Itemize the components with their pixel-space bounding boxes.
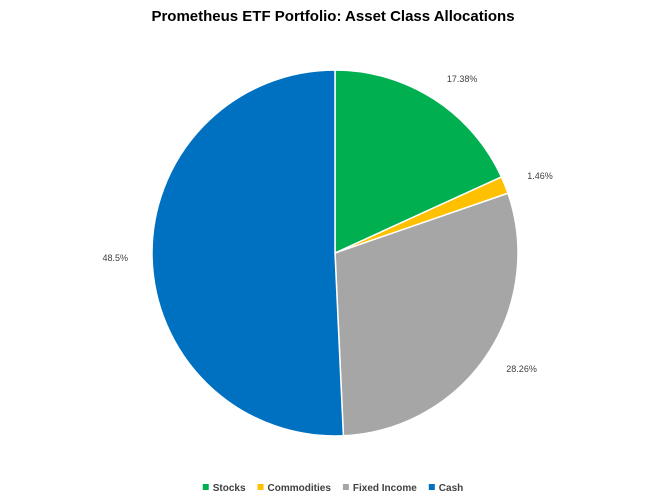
- legend-item-cash: Cash: [428, 483, 463, 494]
- data-label-stocks: 17.38%: [447, 74, 478, 84]
- data-label-fixed-income: 28.26%: [506, 364, 537, 374]
- legend-marker-fixed-income: [342, 484, 349, 490]
- legend-item-commodities: Commodities: [257, 483, 332, 494]
- pie-slices: [151, 69, 519, 437]
- pie-slice-cash: [151, 69, 345, 437]
- pie-slice-stocks: [334, 69, 503, 255]
- data-label-commodities: 1.46%: [527, 171, 553, 181]
- legend-label-fixed-income: Fixed Income: [353, 483, 417, 494]
- legend-item-stocks: Stocks: [202, 483, 246, 494]
- legend-marker-commodities: [257, 484, 264, 490]
- data-label-cash: 48.5%: [103, 253, 129, 263]
- legend: Stocks Commodities Fixed Income Cash: [202, 483, 463, 494]
- chart-title: Prometheus ETF Portfolio: Asset Class Al…: [151, 8, 514, 25]
- legend-label-commodities: Commodities: [268, 483, 332, 494]
- pie-slice-fixed-income: [334, 192, 519, 437]
- legend-label-stocks: Stocks: [213, 483, 246, 494]
- legend-label-cash: Cash: [439, 483, 463, 494]
- legend-marker-cash: [428, 484, 435, 490]
- legend-item-fixed-income: Fixed Income: [342, 483, 417, 494]
- slice-labels: 17.38% 1.46% 28.26% 48.5%: [103, 74, 553, 374]
- legend-marker-stocks: [202, 484, 209, 490]
